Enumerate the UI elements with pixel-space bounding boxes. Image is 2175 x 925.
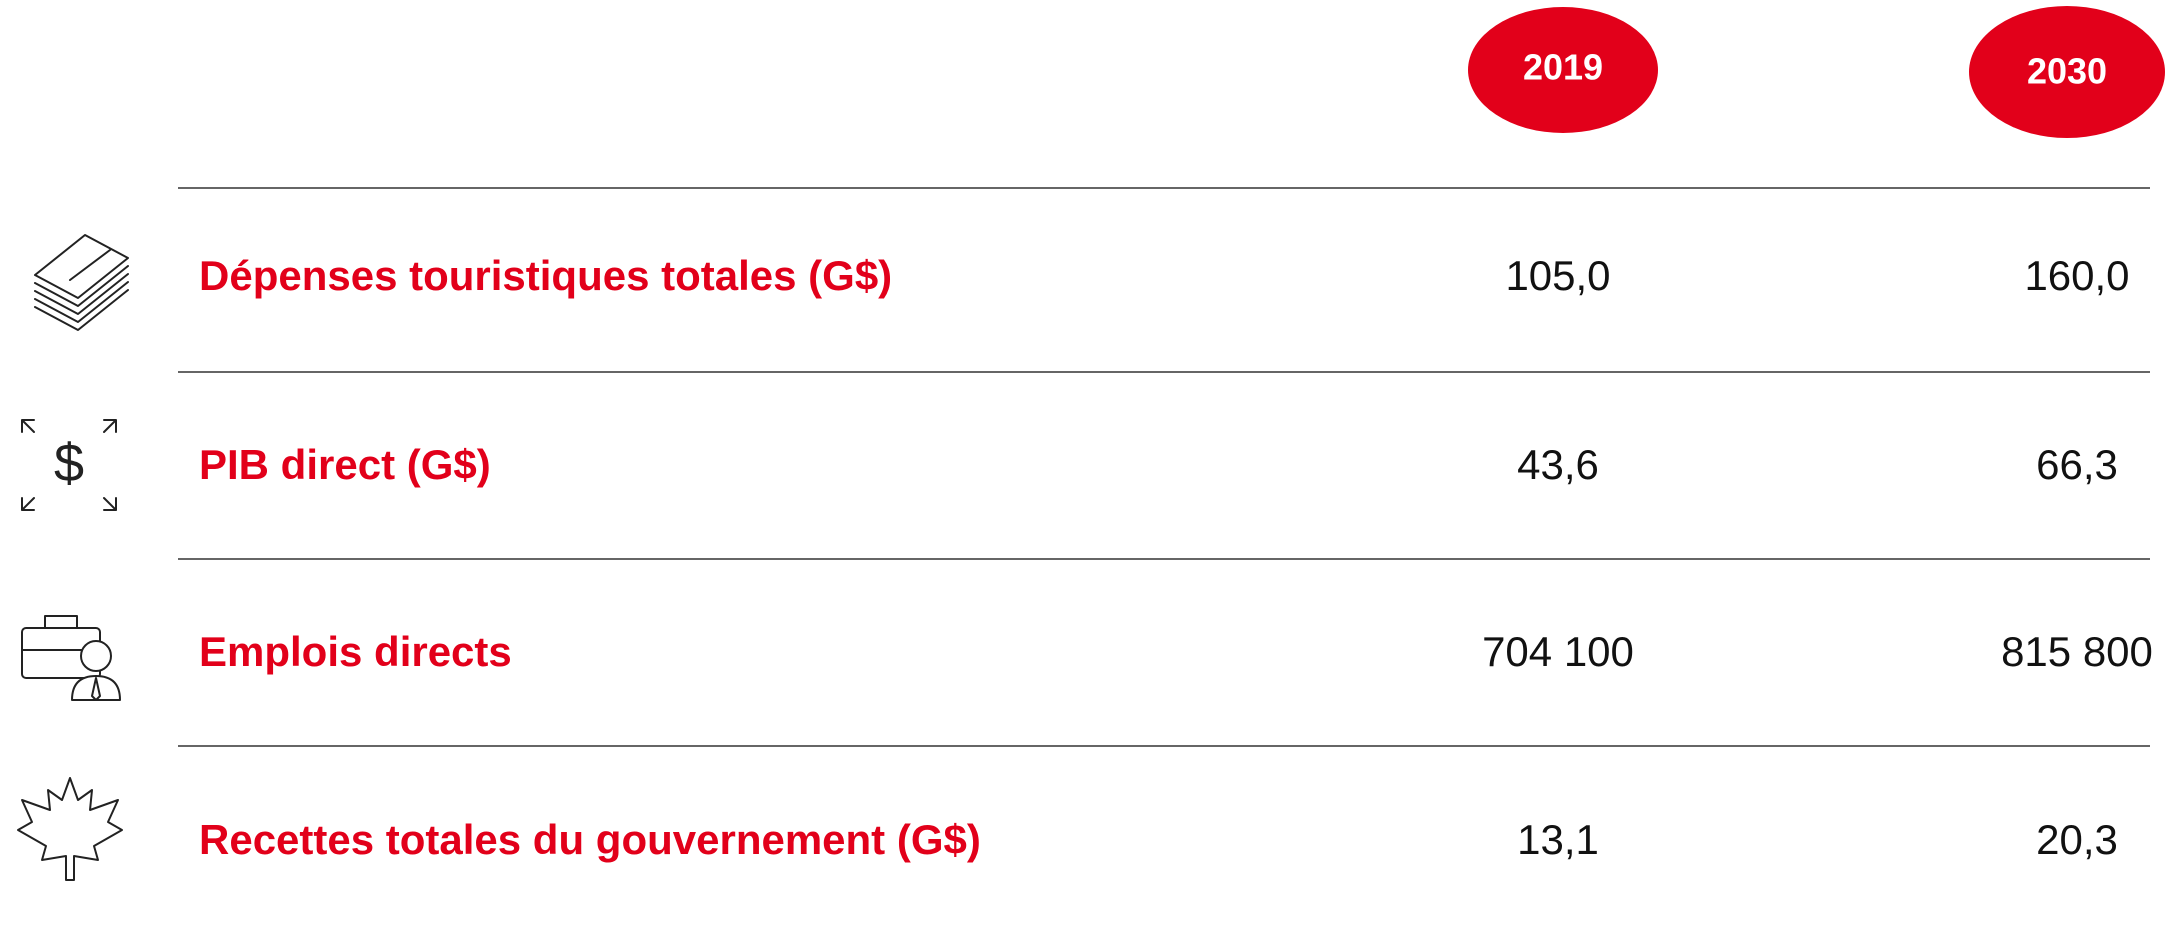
year-header: 2019 xyxy=(1523,47,1603,88)
row-value: 13,1 xyxy=(1517,816,1599,863)
money-icon xyxy=(34,234,129,331)
year-badge xyxy=(1468,7,1658,133)
row-value: 160,0 xyxy=(2024,252,2129,299)
year-header: 2030 xyxy=(2027,51,2107,92)
year-badge xyxy=(1969,6,2165,138)
row-value: 105,0 xyxy=(1505,252,1610,299)
jobs-icon xyxy=(21,615,121,701)
row-value: 704 100 xyxy=(1482,628,1634,675)
gdp-icon: $ xyxy=(21,419,117,511)
row-value: 20,3 xyxy=(2036,816,2118,863)
row-label: Recettes totales du gouvernement (G$) xyxy=(199,816,981,863)
row-label: PIB direct (G$) xyxy=(199,441,491,488)
row-label: Dépenses touristiques totales (G$) xyxy=(199,252,892,299)
maple-icon xyxy=(17,777,123,881)
row-label: Emplois directs xyxy=(199,628,512,675)
row-value: 815 800 xyxy=(2001,628,2153,675)
svg-text:$: $ xyxy=(54,433,84,493)
row-value: 43,6 xyxy=(1517,441,1599,488)
row-value: 66,3 xyxy=(2036,441,2118,488)
